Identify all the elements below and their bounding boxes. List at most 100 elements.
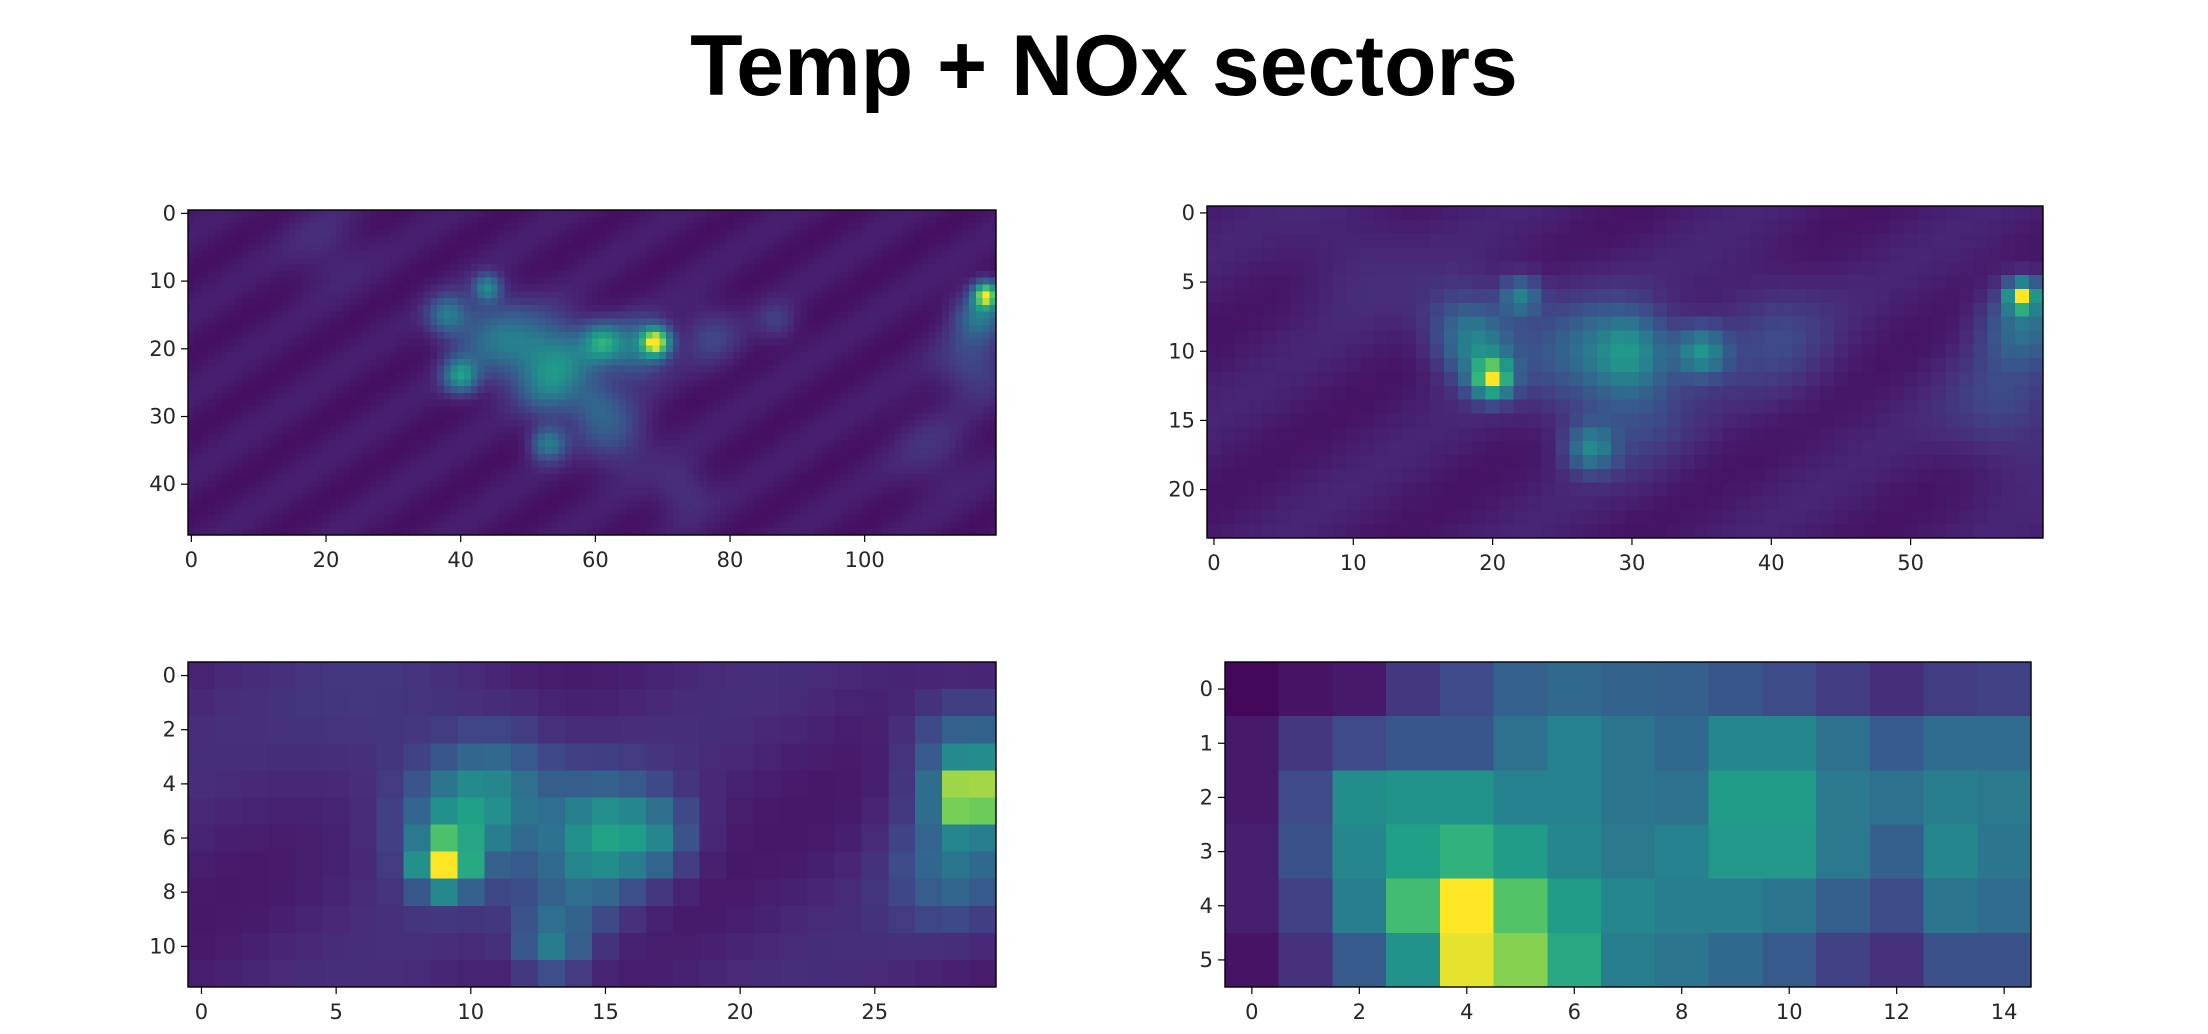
heatmap-cell xyxy=(767,210,775,218)
heatmap-cell xyxy=(208,345,216,353)
heatmap-cell xyxy=(188,243,196,252)
heatmap-cell xyxy=(625,230,633,238)
heatmap-cell xyxy=(410,318,418,326)
heatmap-cell xyxy=(437,304,445,313)
heatmap-cell xyxy=(955,210,963,218)
heatmap-cell xyxy=(888,338,896,347)
heatmap-cell xyxy=(504,270,512,279)
heatmap-cell xyxy=(679,345,687,353)
heatmap-cell xyxy=(686,352,694,360)
heatmap-cell xyxy=(605,338,613,347)
heatmap-cell xyxy=(666,250,674,258)
heatmap-cell xyxy=(376,379,384,387)
heatmap-cell xyxy=(214,318,223,326)
heatmap-cell xyxy=(868,392,876,401)
heatmap-cell xyxy=(841,379,849,387)
heatmap-cell xyxy=(524,372,532,380)
heatmap-cell xyxy=(787,298,795,306)
heatmap-cell xyxy=(874,379,883,387)
heatmap-cell xyxy=(450,243,458,252)
heatmap-cell xyxy=(322,338,330,347)
heatmap-cell xyxy=(625,277,633,286)
heatmap-cell xyxy=(814,230,822,238)
heatmap-cell xyxy=(336,358,344,367)
heatmap-cell xyxy=(773,270,782,279)
heatmap-cell xyxy=(235,250,243,258)
heatmap-cell xyxy=(719,358,728,367)
heatmap-cell xyxy=(746,379,755,387)
heatmap-cell xyxy=(578,311,586,319)
heatmap-cell xyxy=(719,277,728,286)
heatmap-cell xyxy=(982,358,990,367)
heatmap-cell xyxy=(955,352,963,360)
heatmap-cell xyxy=(517,338,526,347)
heatmap-cell xyxy=(585,284,593,292)
heatmap-cell xyxy=(719,372,728,380)
heatmap-cell xyxy=(632,358,640,367)
heatmap-cell xyxy=(928,392,936,401)
heatmap-cell xyxy=(679,318,687,326)
heatmap-cell xyxy=(302,318,310,326)
heatmap-cell xyxy=(868,338,876,347)
heatmap-cell xyxy=(208,210,216,218)
heatmap-cell xyxy=(315,243,324,252)
heatmap-cell xyxy=(565,243,573,252)
heatmap-cell xyxy=(699,291,708,299)
heatmap-cell xyxy=(726,264,734,272)
heatmap-cell xyxy=(713,257,721,265)
heatmap-cell xyxy=(605,318,613,326)
heatmap-cell xyxy=(908,223,916,231)
heatmap-cell xyxy=(901,325,910,333)
heatmap-cell xyxy=(982,223,990,231)
heatmap-cell xyxy=(315,318,324,326)
heatmap-cell xyxy=(221,358,229,367)
heatmap-cell xyxy=(935,230,943,238)
heatmap-cell xyxy=(901,358,910,367)
heatmap-cell xyxy=(935,372,943,380)
heatmap-cell xyxy=(450,270,458,279)
heatmap-cell xyxy=(760,379,768,387)
heatmap-cell xyxy=(955,345,963,353)
heatmap-cell xyxy=(598,210,607,218)
heatmap-cell xyxy=(470,216,479,225)
heatmap-cell xyxy=(403,331,411,340)
heatmap-cell xyxy=(423,270,431,279)
heatmap-cell xyxy=(686,264,694,272)
heatmap-cell xyxy=(208,338,216,347)
heatmap-cell xyxy=(827,264,835,272)
heatmap-cell xyxy=(888,291,896,299)
heatmap-cell xyxy=(275,257,283,265)
heatmap-cell xyxy=(921,298,930,306)
heatmap-cell xyxy=(423,372,431,380)
heatmap-cell xyxy=(578,392,586,401)
heatmap-cell xyxy=(787,270,795,279)
heatmap-cell xyxy=(356,243,364,252)
heatmap-cell xyxy=(706,298,714,306)
heatmap-cell xyxy=(659,352,667,360)
heatmap-cell xyxy=(666,243,674,252)
heatmap-cell xyxy=(672,284,681,292)
heatmap-cell xyxy=(618,365,627,374)
heatmap-cell xyxy=(847,325,856,333)
heatmap-cell xyxy=(255,352,263,360)
heatmap-cell xyxy=(861,250,869,258)
heatmap-cell xyxy=(336,325,344,333)
heatmap-cell xyxy=(699,379,708,387)
heatmap-cell xyxy=(780,318,788,326)
heatmap-cell xyxy=(854,331,862,340)
heatmap-cell xyxy=(214,331,223,340)
heatmap-cell xyxy=(491,216,499,225)
heatmap-cell xyxy=(969,379,977,387)
heatmap-cell xyxy=(861,338,869,347)
heatmap-cell xyxy=(241,358,250,367)
heatmap-cell xyxy=(416,392,425,401)
heatmap-cell xyxy=(874,318,883,326)
heatmap-cell xyxy=(484,230,492,238)
heatmap-cell xyxy=(255,237,263,245)
heatmap-cell xyxy=(470,372,479,380)
heatmap-cell xyxy=(376,243,384,252)
heatmap-cell xyxy=(753,291,761,299)
heatmap-cell xyxy=(834,298,842,306)
heatmap-cell xyxy=(416,210,425,218)
heatmap-cell xyxy=(558,223,566,231)
